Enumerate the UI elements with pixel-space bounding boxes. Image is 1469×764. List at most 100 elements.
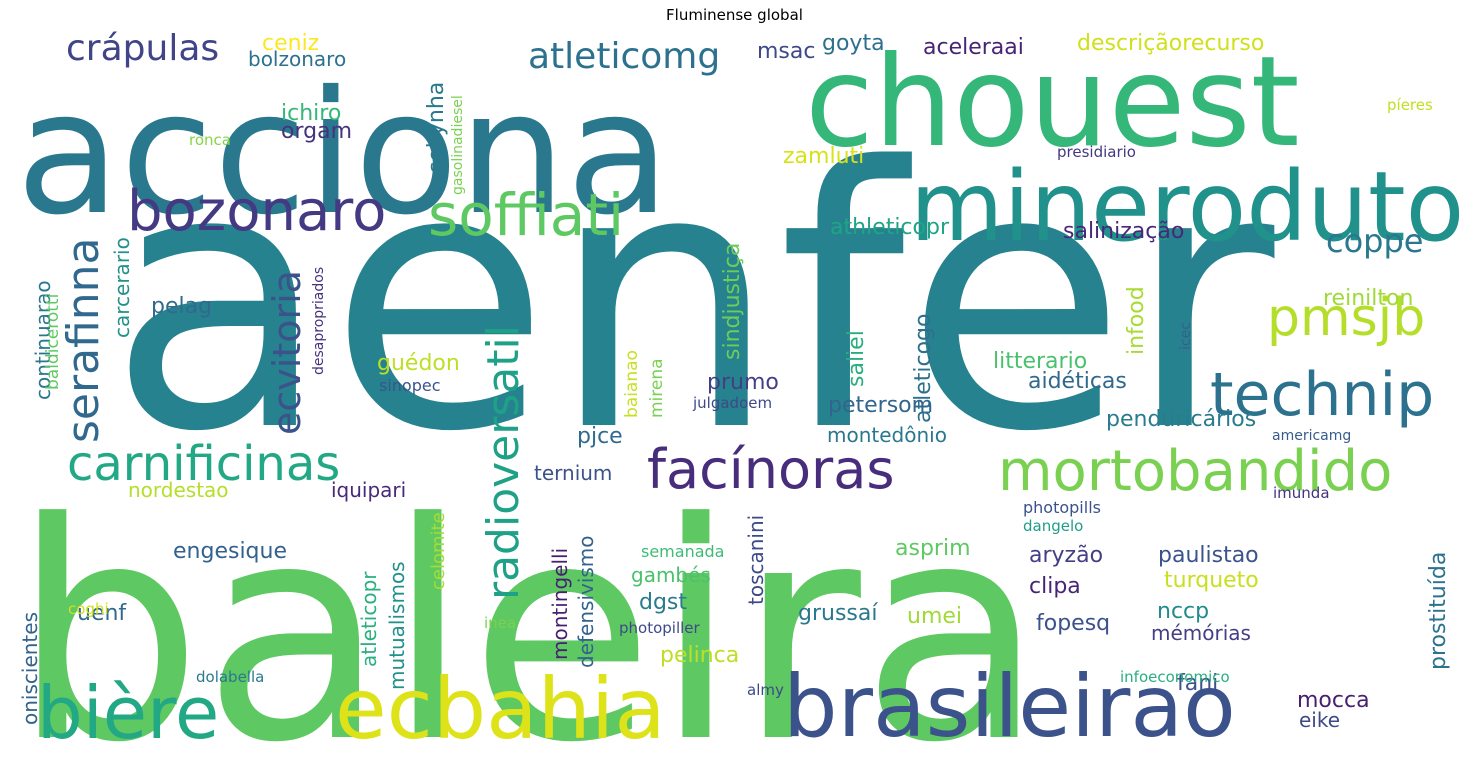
cloud-word: coppe <box>1326 222 1423 260</box>
cloud-word: mutualismos <box>385 561 409 690</box>
cloud-word: guédon <box>377 351 460 376</box>
cloud-word: uenf <box>77 601 127 626</box>
cloud-word: julgadoem <box>692 394 772 412</box>
cloud-word: penduricários <box>1106 407 1256 432</box>
cloud-word: serafinna <box>58 238 109 444</box>
cloud-word: reinilton <box>1323 286 1413 311</box>
cloud-word: asprim <box>895 536 971 561</box>
cloud-word: americamg <box>1272 428 1351 444</box>
cloud-word: dolabella <box>196 668 264 686</box>
cloud-word: zamluti <box>783 144 864 169</box>
cloud-word: aceleraai <box>923 35 1024 60</box>
cloud-word: photopiller <box>619 619 701 637</box>
cloud-word: bolzonaro <box>248 47 346 71</box>
cloud-word: coghi <box>68 600 109 618</box>
cloud-word: carcerario <box>110 237 134 338</box>
cloud-word: fani <box>1177 671 1218 696</box>
cloud-word: umei <box>907 604 962 629</box>
cloud-word: oniscientes <box>18 612 42 725</box>
cloud-word: ceniz <box>262 31 319 56</box>
cloud-word: cellynha <box>424 82 449 174</box>
cloud-word: iquipari <box>331 478 406 502</box>
cloud-word: imunda <box>1273 484 1330 502</box>
cloud-word: inea <box>484 614 516 632</box>
cloud-word: dangelo <box>1023 517 1083 535</box>
cloud-word: dgst <box>639 590 687 615</box>
cloud-word: msac <box>757 39 815 64</box>
cloud-word: montingelli <box>548 548 572 660</box>
cloud-word: petersom <box>828 393 933 418</box>
cloud-word: defensivismo <box>574 535 598 668</box>
cloud-word: radioversatil <box>478 325 529 600</box>
cloud-word: turqueto <box>1164 568 1259 593</box>
cloud-word: atleticopr <box>357 571 381 667</box>
cloud-word: gambés <box>631 563 711 587</box>
cloud-word: infood <box>1124 286 1149 355</box>
cloud-word: atleticogo <box>911 314 936 423</box>
cloud-word: pjce <box>577 424 623 449</box>
cloud-word: mémórias <box>1151 621 1251 645</box>
cloud-word: bozonaro <box>127 179 386 244</box>
cloud-word: ichiro <box>281 101 341 126</box>
cloud-word: icec <box>1178 322 1194 350</box>
cloud-word: píeres <box>1387 96 1433 114</box>
cloud-word: aryzão <box>1029 543 1103 568</box>
cloud-word: nccp <box>1157 599 1209 624</box>
cloud-word: soffiati <box>428 181 624 249</box>
cloud-word: facínoras <box>647 438 894 501</box>
cloud-word: salinização <box>1063 219 1184 244</box>
cloud-word: mirena <box>647 358 667 418</box>
cloud-word: infoeconomico <box>1120 668 1230 686</box>
cloud-word: baldicerotti <box>43 294 63 390</box>
cloud-word: descriçãorecurso <box>1077 31 1264 56</box>
cloud-word: athleticopr <box>830 215 950 240</box>
cloud-word: clipa <box>1029 574 1081 599</box>
cloud-word: goyta <box>822 31 885 56</box>
cloud-word: saliel <box>844 330 869 387</box>
cloud-word: photopills <box>1023 498 1101 517</box>
cloud-word: bière <box>37 671 219 755</box>
cloud-word: continuarao <box>31 280 55 400</box>
cloud-word: crápulas <box>66 30 219 69</box>
cloud-word: montedônio <box>827 423 947 447</box>
cloud-word: prostituída <box>1426 552 1451 670</box>
cloud-word: semanada <box>641 542 724 561</box>
cloud-word: mortobandido <box>998 439 1392 504</box>
cloud-word: orgam <box>281 119 352 144</box>
cloud-word: toscanini <box>744 515 768 605</box>
cloud-word: eike <box>1299 708 1340 732</box>
cloud-word: technip <box>1210 360 1434 430</box>
chart-title: Fluminense global <box>666 6 803 24</box>
cloud-word: aenfer <box>108 91 1278 510</box>
cloud-word: paulistao <box>1158 543 1259 568</box>
cloud-word: engesique <box>173 539 287 564</box>
cloud-word: sindjustiça <box>720 243 745 360</box>
cloud-word: mocca <box>1297 688 1370 713</box>
cloud-word: fopesq <box>1036 611 1110 636</box>
cloud-word: ecvitoria <box>265 270 309 435</box>
cloud-word: nordestao <box>128 478 229 502</box>
cloud-word: atleticomg <box>528 36 720 77</box>
cloud-word: sinopec <box>379 376 441 395</box>
cloud-word: prumo <box>707 370 779 395</box>
cloud-word: baleira <box>12 459 1045 763</box>
cloud-word: acciona <box>16 55 670 253</box>
cloud-word: carnificinas <box>67 436 340 492</box>
cloud-word: presidiario <box>1057 143 1136 161</box>
cloud-word: desapropriados <box>311 267 327 375</box>
cloud-word: ecbahia <box>335 660 666 758</box>
cloud-word: aidéticas <box>1028 369 1127 394</box>
cloud-word: mineroduto <box>910 151 1459 263</box>
cloud-word: ternium <box>534 461 612 485</box>
cloud-word: almy <box>747 681 784 699</box>
cloud-word: baianao <box>622 350 642 418</box>
cloud-word: pelinca <box>660 643 739 668</box>
cloud-word: gasolinadiesel <box>450 95 466 195</box>
cloud-word: brasileirao <box>783 657 1236 757</box>
cloud-word: chouest <box>805 30 1300 175</box>
cloud-word: litterario <box>993 349 1087 374</box>
cloud-word: pmsjb <box>1267 288 1425 348</box>
cloud-word: ronca <box>189 131 231 149</box>
cloud-word: grussaí <box>798 601 878 626</box>
